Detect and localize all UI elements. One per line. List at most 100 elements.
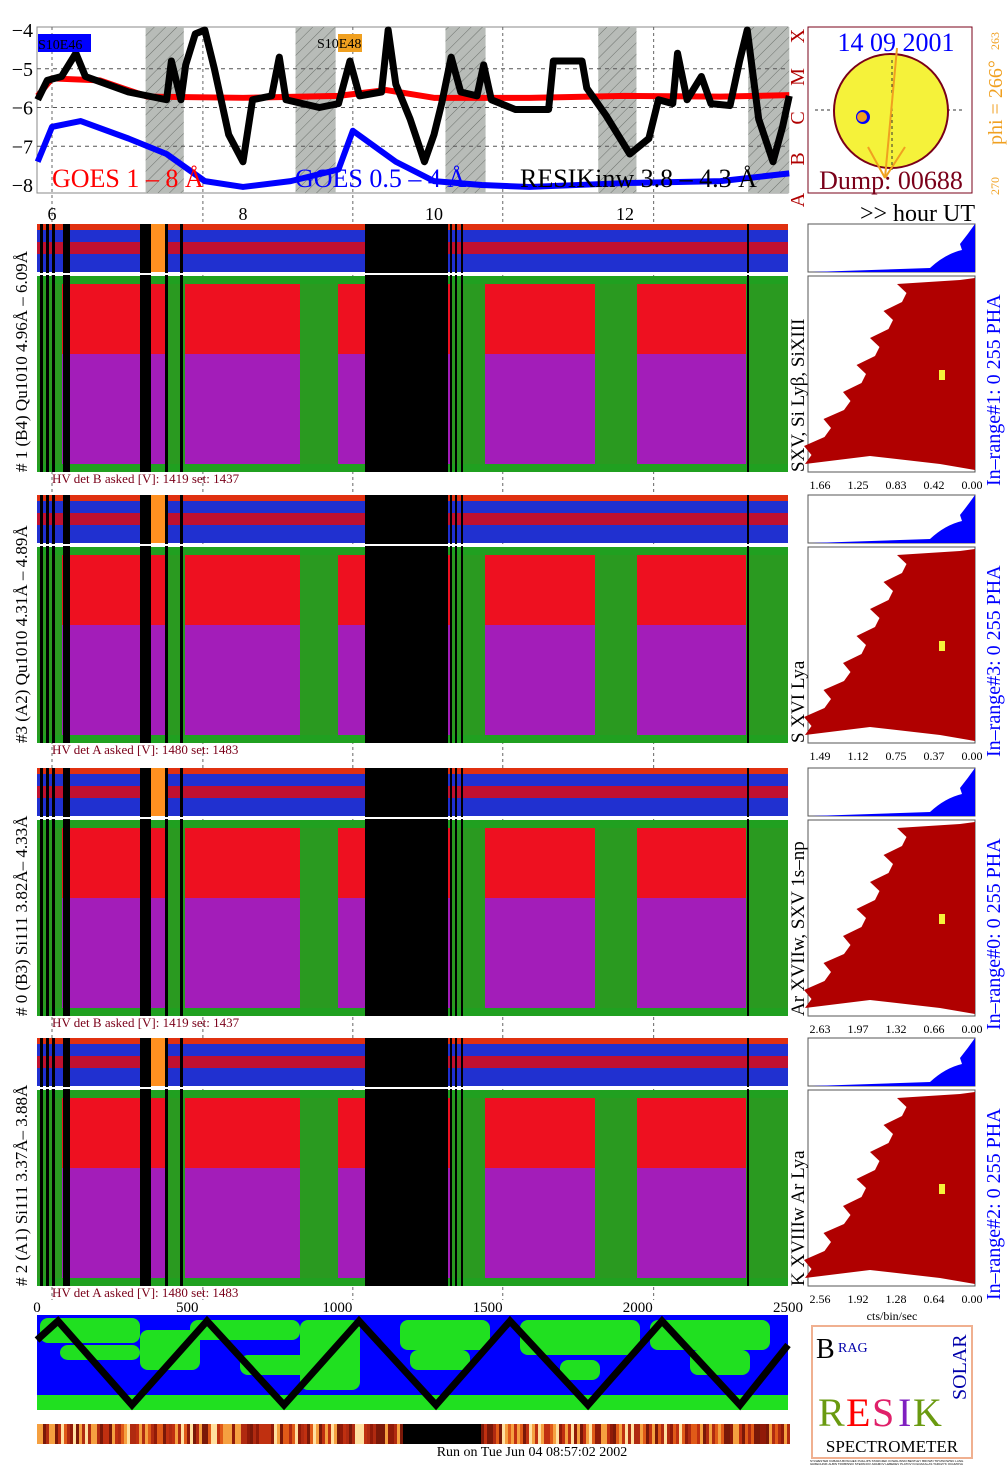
strip-cell xyxy=(232,1424,235,1444)
strip-cell xyxy=(583,1424,586,1444)
strip-cell xyxy=(250,1424,253,1444)
phi-angle: phi = 266° xyxy=(985,60,1007,145)
spectrogram-green-zone xyxy=(595,1090,637,1286)
strip-cell xyxy=(238,1424,241,1444)
strip-cell xyxy=(463,1424,466,1444)
strip-cell xyxy=(610,1424,613,1444)
intensity-histogram xyxy=(804,1092,975,1284)
data-gap xyxy=(140,495,151,743)
strip-cell xyxy=(133,1424,136,1444)
strip-cell xyxy=(88,1424,91,1444)
strip-cell xyxy=(757,1424,760,1444)
hist-tick-label: 2.56 xyxy=(810,1292,831,1306)
strip-cell xyxy=(688,1424,691,1444)
strip-cell xyxy=(577,1424,580,1444)
strip-cell xyxy=(313,1424,316,1444)
strip-cell xyxy=(328,1424,331,1444)
strip-cell xyxy=(571,1424,574,1444)
active-region-label: S10E46 xyxy=(38,38,82,53)
panel-label-group: # 2 (A1) Si111 3.37Å– 3.88Å xyxy=(12,1084,31,1286)
strip-cell xyxy=(565,1424,568,1444)
strip-cell xyxy=(580,1424,583,1444)
strip-cell xyxy=(268,1424,271,1444)
flare-class-B: B xyxy=(787,152,809,165)
strip-cell xyxy=(298,1424,301,1444)
panel-label: # 1 (B4) Qu1010 4.96Å – 6.09Å xyxy=(12,250,31,472)
strip-cell xyxy=(646,1424,649,1444)
data-gap xyxy=(455,768,457,1016)
strip-cell xyxy=(208,1424,211,1444)
spectral-lines-label: K XVIIIw Ar Lya xyxy=(788,1150,809,1286)
logo-letter-r: R xyxy=(818,1390,845,1435)
strip-cell xyxy=(130,1424,133,1444)
strip-cell xyxy=(787,1424,790,1444)
strip-cell xyxy=(766,1424,769,1444)
data-gap xyxy=(180,495,183,743)
strip-cell xyxy=(736,1424,739,1444)
dump-number: Dump: 00688 xyxy=(819,166,963,195)
strip-cell xyxy=(460,1424,463,1444)
hist-tick-label: 1.92 xyxy=(848,1292,869,1306)
strip-cell xyxy=(397,1424,400,1444)
strip-cell xyxy=(562,1424,565,1444)
strip-cell xyxy=(625,1424,628,1444)
strip-cell xyxy=(160,1424,163,1444)
data-gap xyxy=(365,224,448,472)
strip-cell xyxy=(730,1424,733,1444)
strip-cell xyxy=(748,1424,751,1444)
data-gap xyxy=(165,768,168,1016)
strip-cell xyxy=(472,1424,475,1444)
hist-marker xyxy=(939,1184,945,1194)
strip-cell xyxy=(409,1424,412,1444)
flare-class-C: C xyxy=(787,111,809,124)
detector-panel-3: # 2 (A1) Si111 3.37Å– 3.88Å K XVIIIw Ar L… xyxy=(12,1037,1005,1306)
strip-cell xyxy=(487,1424,490,1444)
strip-cell xyxy=(211,1424,214,1444)
panel-label: # 2 (A1) Si111 3.37Å– 3.88Å xyxy=(12,1084,31,1286)
strip-cell xyxy=(388,1424,391,1444)
strip-cell xyxy=(676,1424,679,1444)
strip-cell xyxy=(289,1424,292,1444)
strip-cell xyxy=(469,1424,472,1444)
strip-cell xyxy=(523,1424,526,1444)
strip-cell xyxy=(367,1424,370,1444)
strip-cell xyxy=(490,1424,493,1444)
y-tick-label: −6 xyxy=(12,98,33,120)
hist-tick-label: 0.00 xyxy=(962,1022,983,1036)
hv-status: HV det A asked [V]: 1480 set: 1483 xyxy=(52,1285,238,1300)
strip-cell xyxy=(142,1424,145,1444)
strip-cell xyxy=(376,1424,379,1444)
strip-cell xyxy=(538,1424,541,1444)
data-gap xyxy=(180,224,183,472)
strip-cell xyxy=(163,1424,166,1444)
strip-cell xyxy=(586,1424,589,1444)
strip-cell xyxy=(373,1424,376,1444)
strip-cell xyxy=(496,1424,499,1444)
strip-cell xyxy=(745,1424,748,1444)
strip-cell xyxy=(709,1424,712,1444)
logo-solar: SOLAR xyxy=(949,1334,971,1400)
strip-cell xyxy=(601,1424,604,1444)
in-range-label: In–range#0: 0 255 PHA xyxy=(983,838,1005,1030)
data-gap xyxy=(140,768,151,1016)
strip-cell xyxy=(61,1424,64,1444)
green-region xyxy=(140,1330,200,1370)
strip-cell xyxy=(214,1424,217,1444)
strip-cell xyxy=(694,1424,697,1444)
strip-cell xyxy=(178,1424,181,1444)
data-gap xyxy=(140,224,151,472)
strip-cell xyxy=(457,1424,460,1444)
strip-cell xyxy=(604,1424,607,1444)
green-region xyxy=(60,1345,140,1360)
strip-cell xyxy=(532,1424,535,1444)
strip-cell xyxy=(721,1424,724,1444)
strip-cell xyxy=(658,1424,661,1444)
strip-cell xyxy=(271,1424,274,1444)
strip-cell xyxy=(520,1424,523,1444)
strip-cell xyxy=(349,1424,352,1444)
flare-class-label: X xyxy=(787,28,809,43)
strip-cell xyxy=(172,1424,175,1444)
strip-cell xyxy=(73,1424,76,1444)
data-gap xyxy=(365,1038,448,1286)
